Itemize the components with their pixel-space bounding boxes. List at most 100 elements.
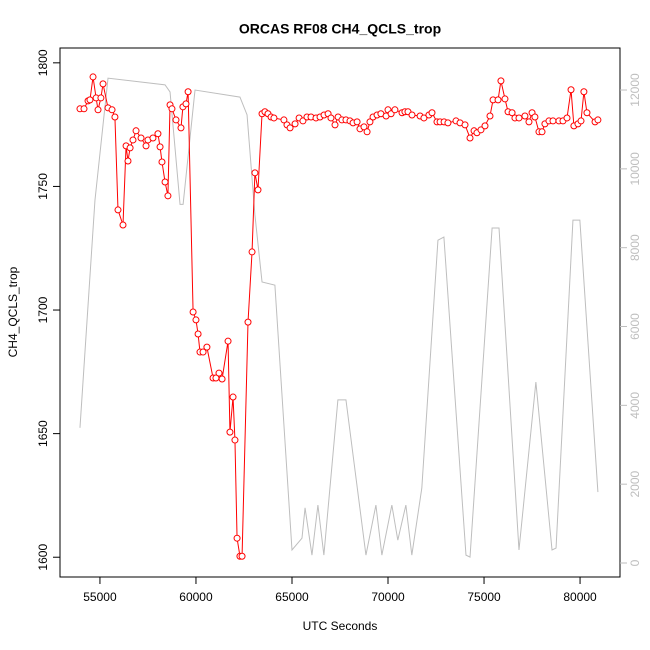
data-point (80, 105, 88, 113)
x-tick-label: 80000 (563, 590, 597, 604)
y-tick-label: 1650 (36, 420, 50, 447)
data-point (244, 318, 252, 326)
data-point (149, 134, 157, 142)
data-point (224, 337, 232, 345)
data-point (89, 73, 97, 81)
data-point (549, 117, 557, 125)
data-point (199, 348, 207, 356)
data-point (238, 552, 246, 560)
series-line (79, 77, 599, 558)
data-point (531, 113, 539, 121)
data-point (218, 375, 226, 383)
data-point (158, 158, 166, 166)
data-point (501, 95, 509, 103)
data-point (477, 126, 485, 134)
data-point (327, 114, 335, 122)
data-point (132, 127, 140, 135)
data-point (508, 109, 516, 117)
x-axis-label: UTC Seconds (303, 619, 378, 633)
data-point (538, 128, 546, 136)
data-point (177, 124, 185, 132)
data-point (184, 88, 192, 96)
data-point (299, 117, 307, 125)
data-point (164, 192, 172, 200)
data-point (215, 369, 223, 377)
data-point (233, 534, 241, 542)
data-point (270, 114, 278, 122)
data-point (251, 169, 259, 177)
data-point (129, 136, 137, 144)
data-point (142, 142, 150, 150)
data-point (172, 116, 180, 124)
data-point (194, 330, 202, 338)
data-point (156, 143, 164, 151)
data-point (420, 114, 428, 122)
data-point (108, 106, 116, 114)
data-point (97, 94, 105, 102)
x-tick-label: 60000 (179, 590, 213, 604)
data-point (86, 96, 94, 104)
data-point (353, 118, 361, 126)
data-point (521, 112, 529, 120)
data-point (124, 157, 132, 165)
data-point (168, 105, 176, 113)
data-point (248, 248, 256, 256)
data-point (161, 178, 169, 186)
y2-tick-label: 6000 (628, 313, 642, 340)
data-point (226, 428, 234, 436)
data-point (466, 134, 474, 142)
data-point (291, 120, 299, 128)
data-point (515, 114, 523, 122)
data-point (461, 121, 469, 129)
data-point (111, 113, 119, 121)
data-point (486, 112, 494, 120)
x-tick-label: 75000 (467, 590, 501, 604)
y-tick-label: 1600 (36, 544, 50, 571)
y-tick-label: 1700 (36, 296, 50, 323)
plot-frame (59, 47, 621, 578)
data-point (583, 109, 591, 117)
data-point (154, 130, 162, 138)
data-point (192, 316, 200, 324)
data-point (444, 119, 452, 127)
data-point (567, 86, 575, 94)
y-tick-label: 1800 (36, 49, 50, 76)
data-point (577, 117, 585, 125)
data-point (363, 128, 371, 136)
x-tick-label: 70000 (371, 590, 405, 604)
x-tick-label: 55000 (83, 590, 117, 604)
data-point (494, 96, 502, 104)
data-point (114, 206, 122, 214)
y2-tick-label: 4000 (628, 392, 642, 419)
y2-tick-label: 12000 (628, 73, 642, 107)
data-point (182, 100, 190, 108)
data-point (286, 124, 294, 132)
data-point (580, 88, 588, 96)
data-point (126, 144, 134, 152)
data-point (360, 123, 368, 131)
data-point (497, 77, 505, 85)
data-point (94, 106, 102, 114)
data-point (231, 436, 239, 444)
data-point (525, 118, 533, 126)
y2-tick-label: 2000 (628, 471, 642, 498)
y2-tick-label: 10000 (628, 152, 642, 186)
data-point (563, 114, 571, 122)
data-point (408, 111, 416, 119)
data-point (254, 186, 262, 194)
x-tick-label: 65000 (275, 590, 309, 604)
data-point (481, 122, 489, 130)
y2-tick-label: 0 (628, 559, 642, 566)
data-point (229, 393, 237, 401)
data-point (428, 109, 436, 117)
data-point (99, 80, 107, 88)
data-point (119, 221, 127, 229)
data-point (189, 308, 197, 316)
data-point (280, 116, 288, 124)
data-point (203, 343, 211, 351)
y-axis-label: CH4_QCLS_trop (6, 266, 20, 357)
chart-title: ORCAS RF08 CH4_QCLS_trop (239, 21, 441, 37)
y-tick-label: 1750 (36, 173, 50, 200)
data-point (137, 134, 145, 142)
